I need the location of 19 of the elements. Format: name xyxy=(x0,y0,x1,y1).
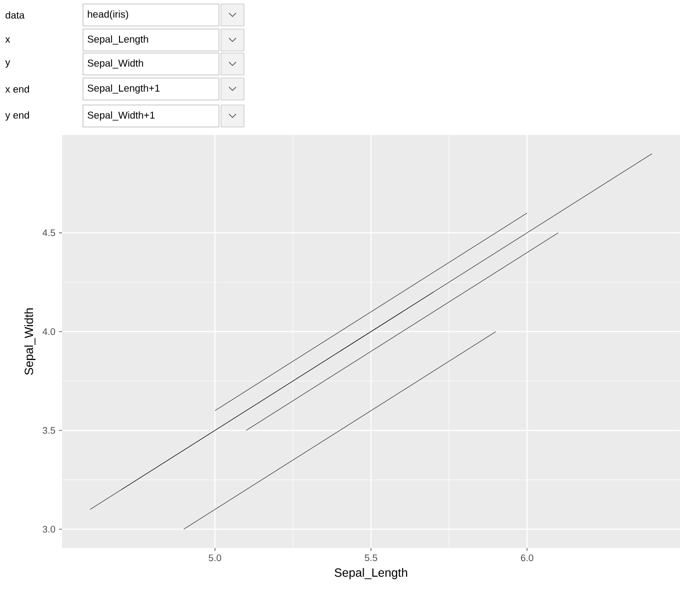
text: data xyxy=(6,11,25,19)
text: x xyxy=(5,37,10,43)
text: Sepal_Width xyxy=(88,59,144,69)
y-tick-label: 3.0 xyxy=(42,526,56,533)
x-tick-label: 5.0 xyxy=(208,554,222,562)
x-axis-title: Sepal_Length xyxy=(334,568,408,580)
text: x end xyxy=(5,85,29,93)
text: Sepal_Length+1 xyxy=(88,84,160,94)
text: y xyxy=(5,60,10,68)
text: head(iris) xyxy=(88,10,128,20)
text: Sepal_Width+1 xyxy=(88,111,155,121)
y-axis-title: Sepal_Width xyxy=(24,308,36,375)
y-tick-label: 3.5 xyxy=(42,427,56,434)
x-tick-label: 5.5 xyxy=(364,554,378,562)
x-tick-label: 6.0 xyxy=(520,554,534,562)
text: Sepal_Length xyxy=(88,35,148,45)
y-tick-label: 4.0 xyxy=(42,328,56,335)
y-tick-label: 4.5 xyxy=(42,229,56,236)
text: y end xyxy=(5,111,29,121)
